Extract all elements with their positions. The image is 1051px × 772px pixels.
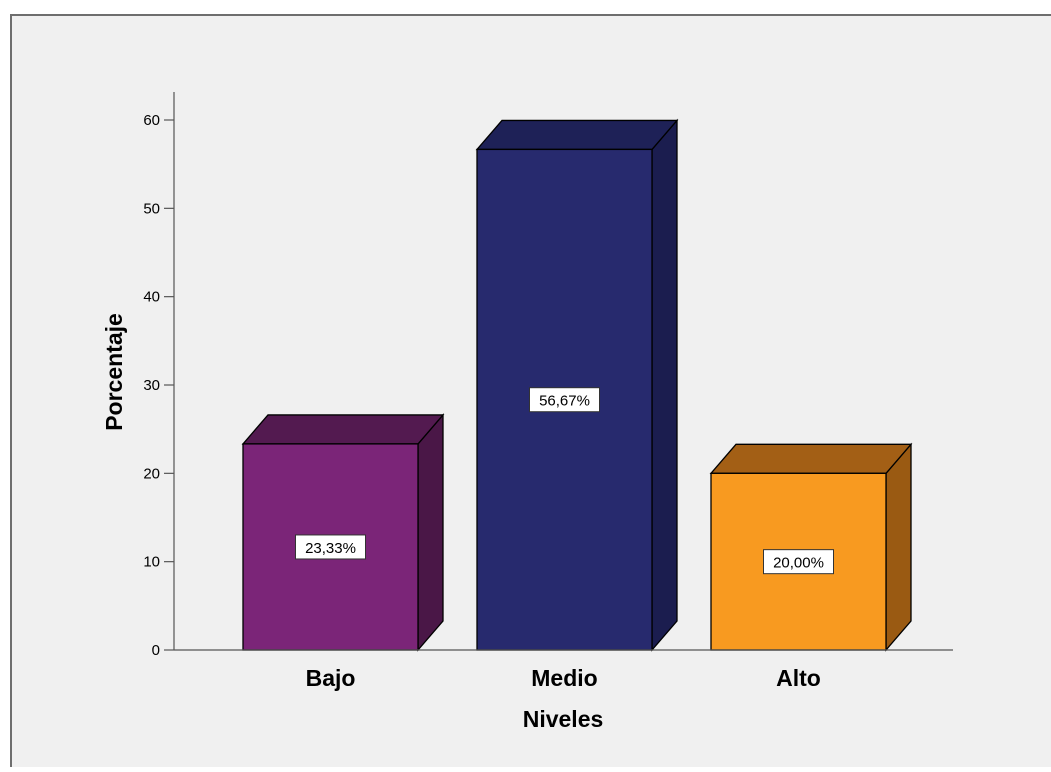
bar-side-face <box>651 118 678 652</box>
y-tick-label: 50 <box>143 200 160 217</box>
bar-side-face <box>885 442 912 652</box>
axes <box>173 92 953 651</box>
y-tick-label: 40 <box>143 289 160 306</box>
bar-top-face <box>241 414 445 445</box>
category-label-medio: Medio <box>531 665 597 691</box>
y-axis-title: Porcentaje <box>101 313 127 431</box>
data-label-bajo: 23,33% <box>295 534 366 560</box>
category-labels: Bajo Medio Alto <box>306 665 821 691</box>
y-tick-label: 0 <box>152 642 160 659</box>
bar-side-face <box>417 413 444 652</box>
data-label-text: 20,00% <box>773 555 824 572</box>
data-label-medio: 56,67% <box>529 387 600 413</box>
y-tick-label: 20 <box>143 465 160 482</box>
data-label-box <box>529 387 600 413</box>
y-tick-label: 30 <box>143 377 160 394</box>
data-label-alto: 20,00% <box>763 549 834 575</box>
category-label-alto: Alto <box>776 665 821 691</box>
x-axis-title: Niveles <box>523 706 604 732</box>
data-labels: 23,33% 56,67% 20,00% <box>295 387 834 575</box>
y-tick-label: 10 <box>143 554 160 571</box>
category-label-bajo: Bajo <box>306 665 356 691</box>
data-label-box <box>295 534 366 560</box>
bar-front-face <box>242 443 419 651</box>
data-label-text: 23,33% <box>305 540 356 557</box>
bar-top-face <box>709 443 913 474</box>
bar-bajo <box>241 413 445 652</box>
bar-alto <box>709 442 913 652</box>
bar-top-face <box>475 119 679 151</box>
data-label-text: 56,67% <box>539 393 590 410</box>
data-label-box <box>763 549 834 575</box>
y-ticks: 0 10 20 30 40 50 60 <box>143 112 174 659</box>
bar-medio <box>475 118 679 652</box>
y-tick-label: 60 <box>143 112 160 129</box>
